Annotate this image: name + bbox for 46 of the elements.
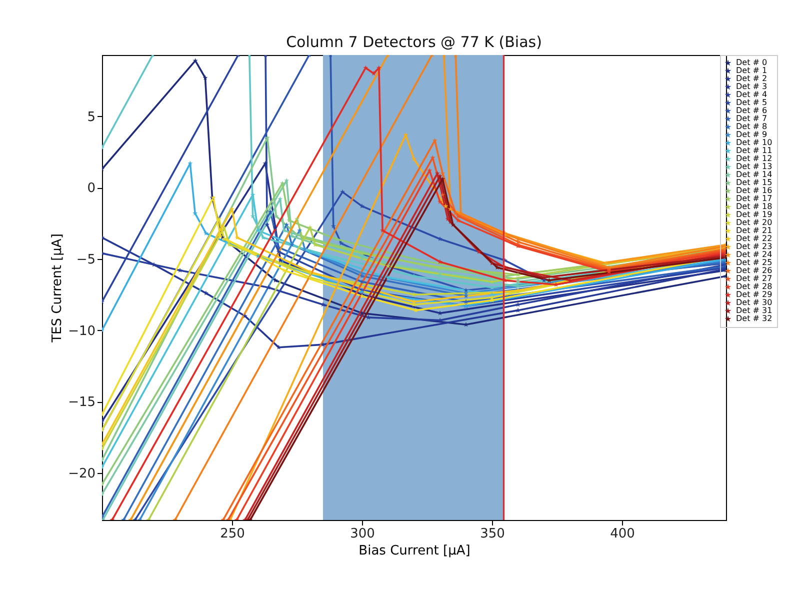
y-tick-label: −20 xyxy=(68,466,96,482)
legend-label: Det # 8 xyxy=(736,122,768,131)
y-tick-label: 0 xyxy=(87,181,96,196)
x-tick-label: 400 xyxy=(610,526,635,542)
legend-label: Det # 22 xyxy=(736,234,772,243)
y-tick-label: −15 xyxy=(68,395,96,410)
legend-label: Det # 21 xyxy=(736,226,772,235)
legend-label: Det # 26 xyxy=(736,266,772,275)
legend-label: Det # 19 xyxy=(736,210,772,219)
legend-label: Det # 14 xyxy=(736,170,772,179)
legend-label: Det # 18 xyxy=(736,202,772,211)
y-tick-label: 5 xyxy=(87,110,96,125)
legend-label: Det # 10 xyxy=(736,138,772,147)
legend-label: Det # 11 xyxy=(736,146,772,155)
legend-label: Det # 31 xyxy=(736,306,772,315)
legend-label: Det # 20 xyxy=(736,218,772,227)
legend-label: Det # 2 xyxy=(736,74,768,83)
y-tick-label: −10 xyxy=(68,324,96,339)
x-axis-title: Bias Current [μA] xyxy=(358,544,470,558)
legend-label: Det # 24 xyxy=(736,250,772,259)
legend-label: Det # 23 xyxy=(736,242,772,251)
x-tick-label: 250 xyxy=(220,526,245,542)
legend-label: Det # 30 xyxy=(736,298,772,307)
legend-label: Det # 29 xyxy=(736,290,772,299)
legend-label: Det # 32 xyxy=(736,314,772,323)
x-tick-label: 300 xyxy=(350,526,375,542)
legend-label: Det # 6 xyxy=(736,106,768,115)
y-axis-title: TES Current [μA] xyxy=(50,234,66,344)
legend-label: Det # 17 xyxy=(736,194,772,203)
legend-label: Det # 15 xyxy=(736,178,772,187)
legend-label: Det # 4 xyxy=(736,90,768,99)
legend-label: Det # 27 xyxy=(736,274,772,283)
legend-label: Det # 9 xyxy=(736,130,768,139)
legend-label: Det # 25 xyxy=(736,258,772,267)
legend-label: Det # 12 xyxy=(736,154,772,163)
legend-label: Det # 16 xyxy=(736,186,772,195)
legend-label: Det # 7 xyxy=(736,114,768,123)
legend-label: Det # 0 xyxy=(736,58,768,67)
legend-label: Det # 3 xyxy=(736,82,768,91)
legend-label: Det # 1 xyxy=(736,66,768,75)
legend-label: Det # 5 xyxy=(736,98,768,107)
x-tick-label: 350 xyxy=(480,526,505,542)
legend-label: Det # 13 xyxy=(736,162,772,171)
y-tick-label: −5 xyxy=(76,252,96,268)
chart-title: Column 7 Detectors @ 77 K (Bias) xyxy=(286,33,542,52)
legend-label: Det # 28 xyxy=(736,282,772,291)
